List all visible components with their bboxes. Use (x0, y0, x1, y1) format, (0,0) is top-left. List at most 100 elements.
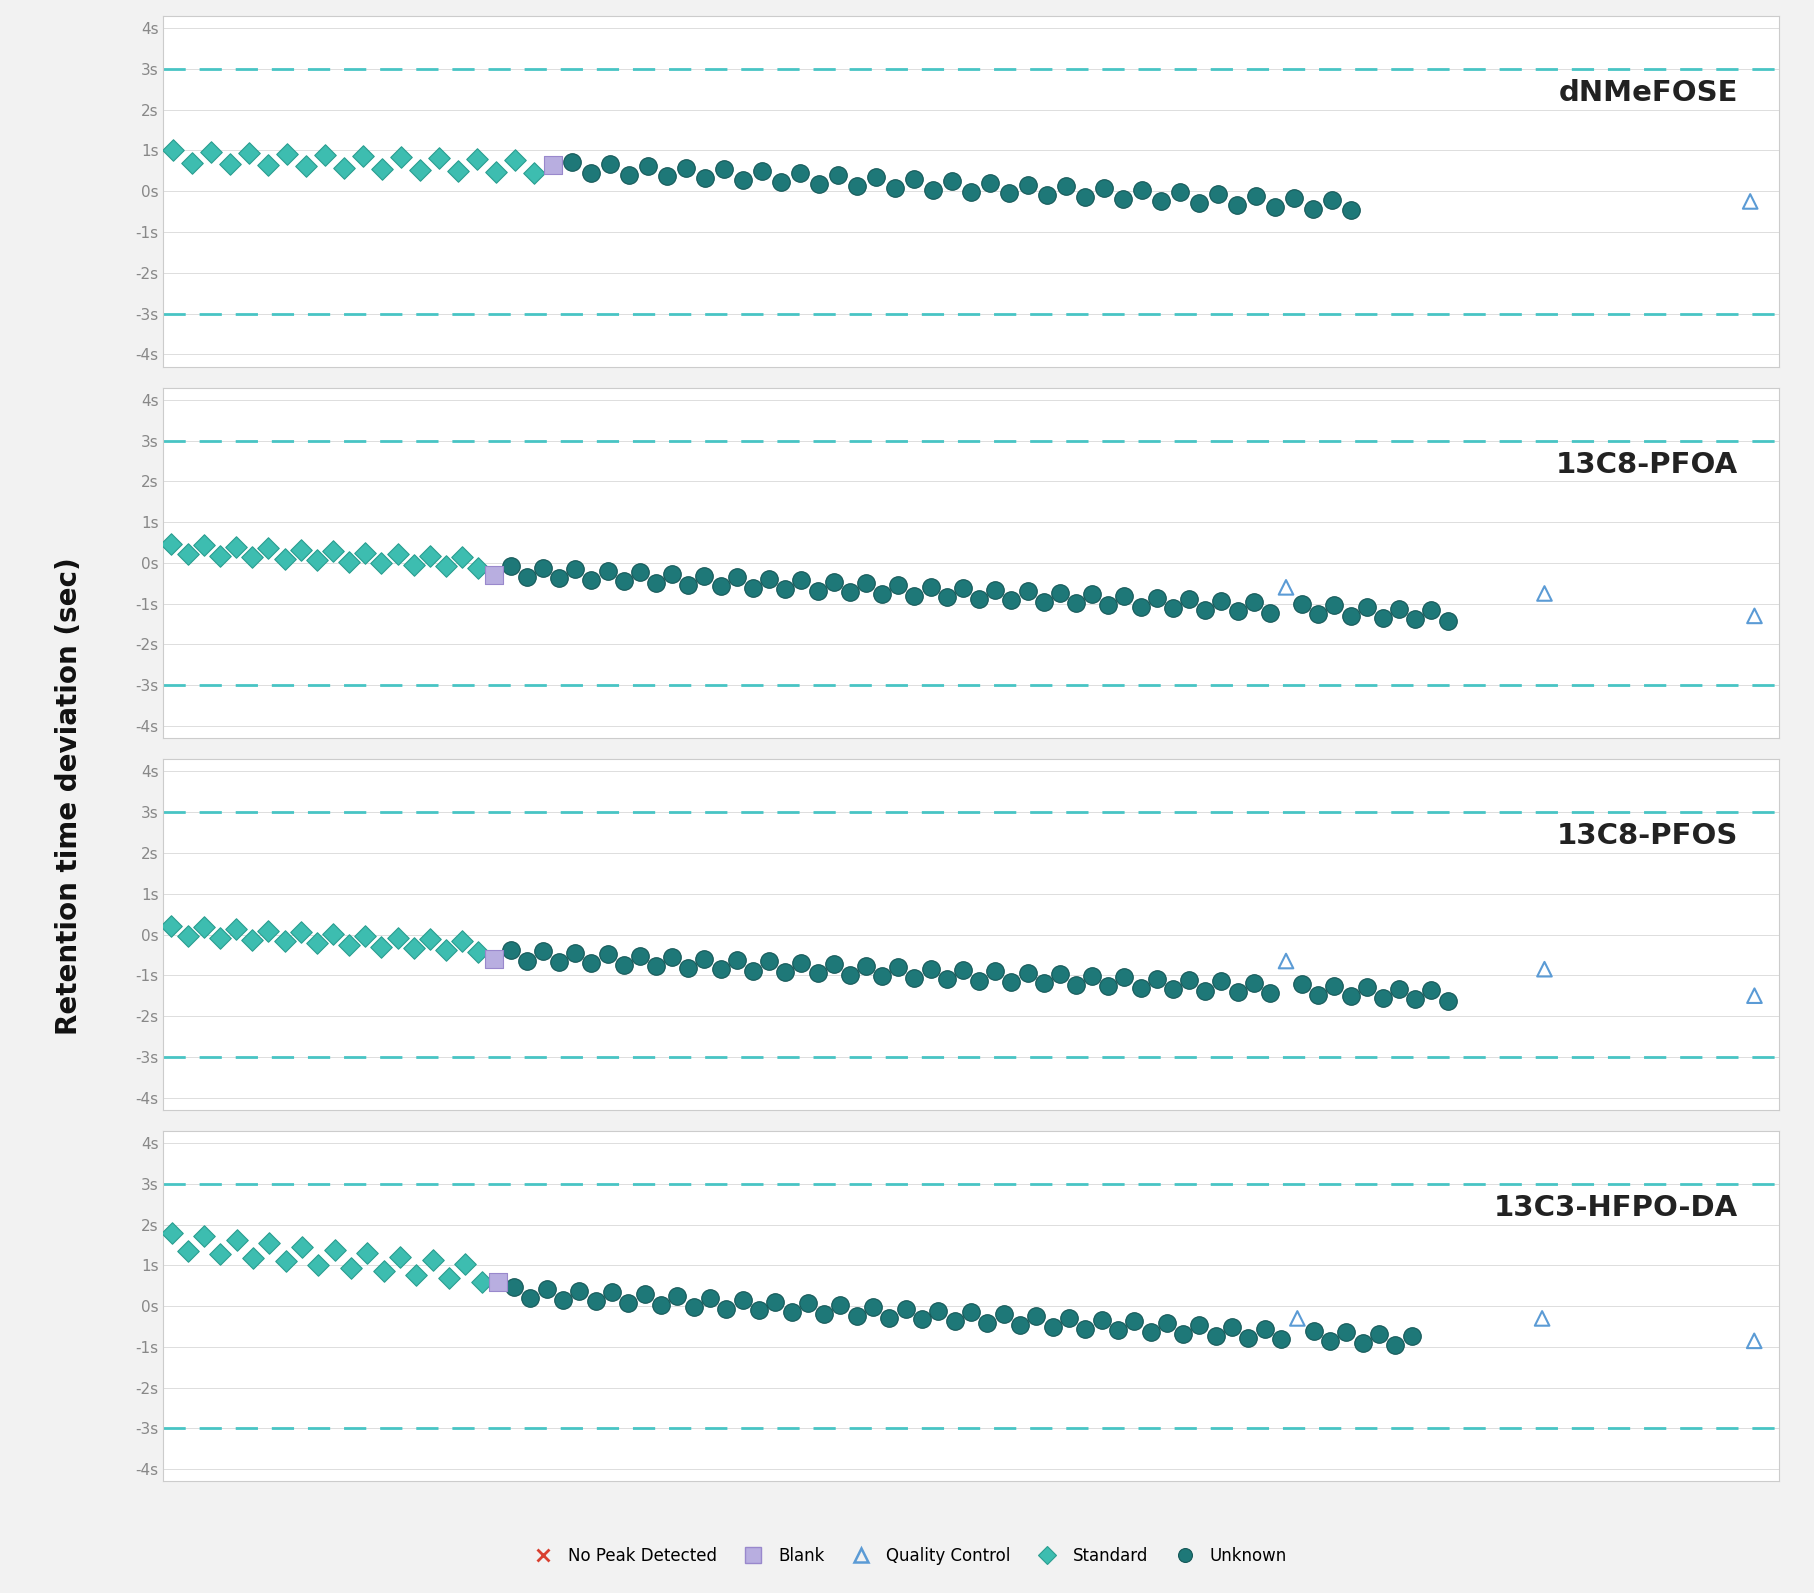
Point (464, 554, 493, 580)
Point (1433, 609, 1462, 634)
Point (1417, 978, 1446, 1004)
Point (880, 175, 909, 201)
Point (156, 913, 185, 938)
Point (1234, 1325, 1263, 1351)
Point (238, 1246, 267, 1271)
Point (1266, 1327, 1295, 1352)
Point (1185, 190, 1214, 215)
Point (989, 1301, 1018, 1327)
Point (1061, 591, 1090, 616)
Point (350, 922, 379, 948)
Point (900, 965, 929, 991)
Point (956, 1300, 985, 1325)
Point (744, 1298, 773, 1324)
Point (334, 550, 363, 575)
Point (564, 1278, 593, 1303)
Point (766, 169, 795, 194)
Point (539, 151, 568, 177)
Point (662, 1284, 691, 1309)
Point (352, 1241, 381, 1266)
Point (463, 147, 492, 172)
Point (1012, 172, 1041, 198)
Point (1157, 596, 1186, 621)
Point (1302, 983, 1331, 1008)
Point (651, 164, 680, 190)
Point (172, 1238, 201, 1263)
Point (1335, 604, 1364, 629)
Point (417, 1247, 446, 1273)
Point (1241, 183, 1270, 209)
Point (633, 153, 662, 178)
Point (771, 577, 800, 602)
Point (317, 921, 346, 946)
Point (1319, 593, 1348, 618)
Point (383, 926, 412, 951)
Point (336, 1255, 365, 1281)
Point (1364, 1321, 1393, 1346)
Point (1152, 1311, 1181, 1337)
Point (189, 532, 218, 558)
Point (577, 159, 606, 185)
Point (1317, 186, 1346, 212)
Point (1029, 970, 1058, 996)
Point (1141, 585, 1170, 610)
Point (350, 540, 379, 566)
Point (1331, 1319, 1360, 1344)
Point (1302, 602, 1331, 628)
Point (1125, 594, 1154, 620)
Point (900, 166, 929, 191)
Text: 13C8-PFOS: 13C8-PFOS (1556, 822, 1738, 851)
Point (613, 1290, 642, 1316)
Point (1740, 983, 1769, 1008)
Point (1734, 188, 1763, 213)
Point (949, 575, 978, 601)
Point (580, 1289, 610, 1314)
Point (1279, 185, 1308, 210)
Point (1368, 605, 1397, 631)
Point (156, 1220, 185, 1246)
Point (483, 1270, 512, 1295)
Point (189, 1223, 218, 1249)
Point (996, 588, 1025, 613)
Point (189, 914, 218, 940)
Point (851, 570, 880, 596)
Point (1206, 969, 1235, 994)
Point (287, 919, 316, 945)
Point (443, 158, 472, 183)
Point (1335, 983, 1364, 1008)
Point (932, 585, 961, 610)
Point (1190, 978, 1219, 1004)
Point (874, 1305, 903, 1330)
Point (809, 1301, 838, 1327)
Point (706, 956, 735, 981)
Point (205, 926, 234, 951)
Point (1351, 975, 1380, 1000)
Point (303, 930, 332, 956)
Point (292, 153, 321, 178)
Point (319, 1238, 348, 1263)
Point (287, 1235, 316, 1260)
Point (303, 548, 332, 573)
Point (963, 969, 992, 994)
Point (221, 1227, 250, 1252)
Point (254, 535, 283, 561)
Point (755, 949, 784, 975)
Point (303, 1252, 332, 1278)
Point (399, 935, 428, 961)
Point (657, 561, 686, 586)
Point (916, 956, 945, 981)
Point (1119, 1309, 1148, 1335)
Point (368, 1258, 397, 1284)
Point (980, 959, 1009, 984)
Point (949, 957, 978, 983)
Point (1174, 586, 1203, 612)
Point (287, 537, 316, 562)
Point (272, 140, 301, 166)
Point (221, 916, 250, 941)
Point (891, 1297, 920, 1322)
Point (366, 156, 395, 182)
Point (1217, 1314, 1246, 1340)
Point (1078, 581, 1107, 607)
Point (448, 545, 477, 570)
Point (1348, 1330, 1377, 1356)
